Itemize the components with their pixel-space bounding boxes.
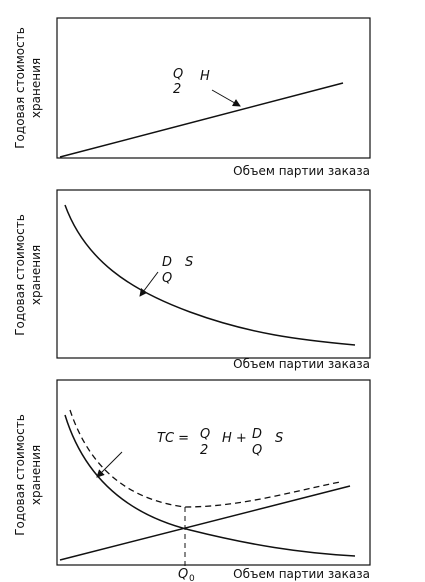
annotation-bottom: Q: [162, 271, 172, 286]
y-label: хранения: [29, 245, 43, 305]
formula-top: D: [252, 427, 262, 442]
panel-holding-cost: Годовая стоимость хранения Объем партии …: [13, 17, 371, 178]
y-label: хранения: [29, 445, 43, 505]
y-label: хранения: [29, 58, 43, 118]
annotation-top: D: [162, 255, 172, 270]
annotation-top: Q: [173, 67, 183, 82]
formula-factor: H +: [222, 431, 247, 446]
holding-cost-line: [59, 485, 351, 561]
formula-bottom: 2: [200, 443, 208, 458]
panel-order-cost: Годовая стоимость хранения Объем партии …: [13, 189, 371, 371]
cost-line: [59, 82, 344, 158]
x-label: Объем партии заказа: [233, 164, 370, 178]
panel-total-cost: Годовая стоимость хранения TC = Q 2 H + …: [13, 379, 371, 582]
arrow: [211, 89, 241, 107]
total-cost-curve: [69, 409, 341, 508]
annotation-factor: S: [185, 255, 193, 270]
arrow: [96, 451, 123, 478]
optimum-symbol: Q: [178, 567, 188, 582]
annotation-factor: H: [200, 69, 210, 84]
formula-bottom: Q: [252, 443, 262, 458]
frame: [56, 17, 371, 159]
frame: [56, 189, 371, 359]
arrow: [139, 271, 159, 297]
x-label: Объем партии заказа: [233, 357, 370, 371]
frame: [56, 379, 371, 566]
cost-curve: [64, 204, 356, 346]
formula-top: Q: [200, 427, 210, 442]
y-label: Годовая стоимость: [13, 27, 27, 149]
annotation-bottom: 2: [173, 82, 181, 97]
optimum-subscript: 0: [189, 574, 195, 582]
formula-factor: S: [275, 431, 283, 446]
order-cost-curve: [64, 414, 356, 557]
y-label: Годовая стоимость: [13, 414, 27, 536]
y-label: Годовая стоимость: [13, 214, 27, 336]
formula-lhs: TC =: [157, 431, 189, 446]
x-label: Объем партии заказа: [233, 567, 370, 581]
